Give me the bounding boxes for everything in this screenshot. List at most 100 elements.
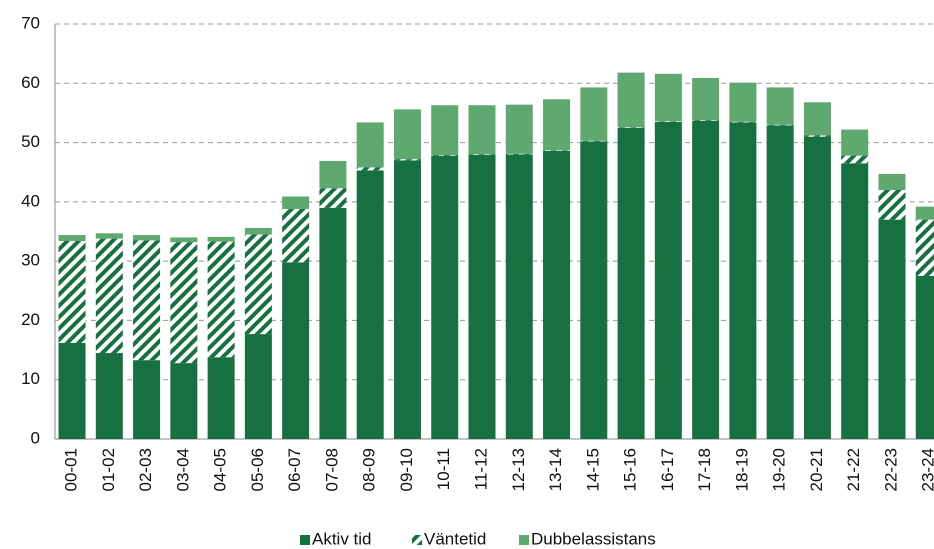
- bar-segment: [543, 150, 571, 151]
- bar-segment: [393, 160, 421, 439]
- y-tick-label: 40: [21, 191, 40, 210]
- x-tick-label: 16-17: [658, 448, 677, 491]
- bar-segment: [505, 153, 533, 155]
- bar-segment: [878, 190, 906, 220]
- bar-segment: [95, 238, 123, 354]
- bar-segment: [95, 233, 123, 239]
- bar-segment: [431, 155, 459, 156]
- x-tick-label: 15-16: [621, 448, 640, 491]
- bar-segment: [431, 155, 459, 439]
- bar-segment: [692, 77, 720, 121]
- x-tick-label: 13-14: [546, 448, 565, 491]
- x-tick-label: 02-03: [136, 448, 155, 491]
- bar-segment: [766, 125, 794, 439]
- x-tick-label: 08-09: [360, 448, 379, 491]
- bar-segment: [207, 241, 235, 358]
- x-tick-label: 18-19: [732, 448, 751, 491]
- bar-segment: [654, 121, 682, 440]
- bar-segment: [207, 236, 235, 242]
- bar-segment: [915, 219, 934, 276]
- x-tick-label: 05-06: [248, 448, 267, 491]
- bar-segment: [468, 155, 496, 439]
- bar-segment: [282, 196, 310, 209]
- bar-segment: [170, 237, 198, 243]
- bar-segment: [282, 208, 310, 263]
- bar-segment: [692, 120, 720, 439]
- bar-segment: [617, 127, 645, 128]
- y-tick-label: 20: [21, 310, 40, 329]
- bar-segment: [282, 262, 310, 439]
- bar-segment: [729, 82, 757, 122]
- bar-segment: [729, 122, 757, 440]
- bar-segment: [580, 141, 608, 439]
- x-tick-label: 04-05: [211, 448, 230, 491]
- bar-segment: [356, 122, 384, 168]
- bar-segment: [133, 240, 161, 361]
- bar-segment: [654, 121, 682, 122]
- bar-segment: [841, 155, 869, 164]
- bar-segment: [170, 363, 198, 439]
- x-tick-label: 09-10: [397, 448, 416, 491]
- x-tick-label: 19-20: [770, 448, 789, 491]
- bar-segment: [841, 163, 869, 440]
- bar-segment: [617, 72, 645, 128]
- x-tick-label: 21-22: [844, 448, 863, 491]
- legend-marker: [300, 535, 310, 545]
- bar-segment: [505, 104, 533, 154]
- y-tick-label: 70: [21, 13, 40, 32]
- bar-segment: [58, 240, 86, 343]
- bar-segment: [766, 87, 794, 125]
- y-tick-label: 0: [31, 428, 40, 447]
- bar-segment: [170, 242, 198, 364]
- legend-marker: [519, 535, 529, 545]
- bar-segment: [803, 135, 831, 137]
- bar-segment: [356, 167, 384, 171]
- bar-segment: [95, 353, 123, 439]
- bar-segment: [319, 188, 347, 208]
- x-tick-label: 03-04: [173, 448, 192, 491]
- legend-label: Väntetid: [424, 529, 486, 548]
- y-tick-label: 10: [21, 369, 40, 388]
- bar-segment: [244, 227, 272, 235]
- bar-segment: [915, 275, 934, 439]
- bar-segment: [878, 173, 906, 190]
- x-tick-label: 20-21: [807, 448, 826, 491]
- x-tick-label: 23-24: [919, 448, 934, 491]
- bar-segment: [319, 160, 347, 189]
- bar-segment: [803, 136, 831, 439]
- bar-segment: [468, 105, 496, 155]
- x-tick-label: 10-11: [434, 448, 453, 490]
- bar-segment: [393, 109, 421, 160]
- bar-segment: [505, 154, 533, 439]
- bar-segment: [766, 124, 794, 126]
- bar-segment: [133, 360, 161, 439]
- bar-segment: [543, 99, 571, 151]
- bar-segment: [803, 102, 831, 136]
- bar-segment: [692, 120, 720, 121]
- y-tick-label: 50: [21, 132, 40, 151]
- legend-label: Dubbelassistans: [531, 529, 656, 548]
- bar-segment: [468, 154, 496, 156]
- bar-segment: [915, 206, 934, 220]
- bar-segment: [431, 105, 459, 156]
- y-tick-label: 30: [21, 251, 40, 270]
- bar-segment: [878, 219, 906, 439]
- x-tick-label: 17-18: [695, 448, 714, 491]
- x-tick-label: 06-07: [285, 448, 304, 491]
- y-tick-label: 60: [21, 73, 40, 92]
- bar-segment: [393, 159, 421, 161]
- bar-segment: [654, 73, 682, 122]
- bar-segment: [58, 342, 86, 439]
- bar-segment: [207, 357, 235, 439]
- bar-segment: [841, 129, 869, 156]
- legend-marker: [412, 535, 422, 545]
- bar-segment: [133, 235, 161, 241]
- x-tick-label: 07-08: [322, 448, 341, 491]
- bar-segment: [617, 127, 645, 439]
- bar-segment: [543, 150, 571, 439]
- bar-segment: [580, 87, 608, 141]
- legend-label: Aktiv tid: [312, 529, 372, 548]
- x-tick-label: 12-13: [509, 448, 528, 491]
- bar-segment: [244, 234, 272, 335]
